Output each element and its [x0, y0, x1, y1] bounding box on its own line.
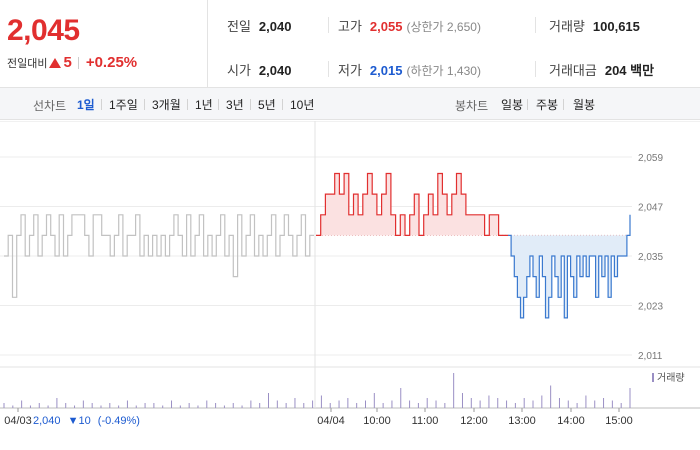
- tab-10-years[interactable]: 10년: [290, 98, 315, 112]
- stat-label: 거래량: [549, 19, 585, 34]
- volume-legend-swatch: [652, 373, 654, 382]
- price-fill-areas: [316, 173, 630, 318]
- stat-open: 시가 2,040: [227, 60, 291, 79]
- stat-value: 100,615: [592, 19, 640, 34]
- x-tick-label: 10:00: [363, 415, 391, 427]
- x-tick-label: 04/03: [4, 415, 32, 427]
- price-chart[interactable]: 2,059 2,047 2,035 2,023 2,011 04/03 04/04 10:0…: [0, 121, 700, 450]
- change-divider: [77, 56, 79, 69]
- change-percent: +0.25%: [85, 54, 138, 71]
- column-divider: [328, 61, 329, 77]
- today-down-price-fill: [508, 214, 630, 318]
- tab-divider: [527, 99, 528, 110]
- stat-label: 거래대금: [549, 63, 597, 78]
- y-tick-label: 2,023: [638, 302, 663, 313]
- stat-value: 2,015: [369, 63, 403, 78]
- tab-divider: [101, 99, 102, 110]
- tab-daily-candle[interactable]: 일봉: [501, 98, 524, 112]
- today-up-price-line: [316, 172, 508, 236]
- x-tick-label: 04/04: [317, 415, 345, 427]
- prev-day-change-pct: (-0.49%): [98, 415, 140, 427]
- up-arrow-icon: [49, 57, 62, 68]
- tab-weekly-candle[interactable]: 주봉: [536, 98, 559, 112]
- tab-divider: [218, 99, 219, 110]
- price-axis-ticks: 2,059 2,047 2,035 2,023 2,011: [638, 153, 663, 362]
- y-tick-label: 2,047: [638, 203, 663, 214]
- stat-label: 저가: [338, 63, 362, 78]
- time-axis: 04/03 04/04 10:00 11:00 12:00 13:00 14:00 15:00: [4, 408, 633, 427]
- tab-3-months[interactable]: 3개월: [152, 98, 181, 112]
- x-tick-label: 13:00: [508, 415, 536, 427]
- tab-divider: [282, 99, 283, 110]
- tab-1-week[interactable]: 1주일: [109, 98, 138, 112]
- candle-chart-label: 봉차트: [455, 99, 489, 113]
- volume-legend-label: 거래량: [657, 372, 685, 384]
- price-change: 전일대비 5 +0.25%: [7, 54, 137, 71]
- change-label: 전일대비: [7, 57, 48, 70]
- stat-volume: 거래량 100,615: [549, 16, 640, 35]
- stat-label: 시가: [227, 63, 251, 78]
- price-box: 2,045 전일대비 5 +0.25%: [0, 0, 208, 88]
- y-tick-label: 2,059: [638, 153, 663, 164]
- price-chart-svg: 2,059 2,047 2,035 2,023 2,011 04/03 04/04 10:0…: [0, 121, 700, 427]
- stat-amount: 거래대금 204 백만: [549, 60, 654, 79]
- tab-1-year[interactable]: 1년: [195, 98, 213, 112]
- today-down-price-line: [508, 214, 631, 319]
- column-divider: [328, 17, 329, 33]
- stat-low: 저가 2,015 (하한가 1,430): [338, 60, 481, 79]
- today-up-price-fill: [316, 173, 508, 236]
- x-tick-label: 11:00: [412, 415, 439, 427]
- prev-day-price-line: [4, 214, 314, 298]
- column-divider: [535, 17, 536, 33]
- tab-monthly-candle[interactable]: 월봉: [573, 98, 596, 112]
- prev-day-change: ▼10: [68, 415, 91, 427]
- tab-divider: [563, 99, 564, 110]
- tab-divider: [187, 99, 188, 110]
- y-tick-label: 2,035: [638, 252, 663, 263]
- tab-3-years[interactable]: 3년: [226, 98, 244, 112]
- prev-day-note: 2,040 ▼10 (-0.49%): [33, 415, 140, 427]
- tab-divider: [250, 99, 251, 110]
- prev-day-price: 2,040: [33, 415, 61, 427]
- stats-grid: 전일 2,040 고가 2,055 (상한가 2,650) 거래량 100,61…: [209, 0, 700, 88]
- x-tick-label: 14:00: [557, 415, 585, 427]
- price-lines: [4, 172, 631, 319]
- line-chart-label: 선차트: [33, 99, 67, 113]
- stock-summary: 2,045 전일대비 5 +0.25% 전일 2,040 고가 2,055 (상…: [0, 0, 700, 88]
- volume-bars: [3, 373, 631, 408]
- x-tick-label: 15:00: [605, 415, 633, 427]
- stat-label: 고가: [338, 19, 362, 34]
- tab-divider: [144, 99, 145, 110]
- lower-limit-note: (하한가 1,430): [406, 64, 481, 78]
- column-divider: [535, 61, 536, 77]
- y-tick-label: 2,011: [638, 351, 663, 362]
- stat-value: 204 백만: [604, 63, 655, 78]
- stat-value: 2,040: [258, 63, 292, 78]
- x-tick-label: 12:00: [460, 415, 488, 427]
- current-price: 2,045: [7, 14, 80, 47]
- tab-5-years[interactable]: 5년: [258, 98, 276, 112]
- upper-limit-note: (상한가 2,650): [406, 20, 481, 34]
- tab-1-day[interactable]: 1일: [77, 98, 95, 112]
- stat-label: 전일: [227, 19, 251, 34]
- stat-value: 2,040: [258, 19, 292, 34]
- stat-prev-close: 전일 2,040: [227, 16, 291, 35]
- stat-value: 2,055: [369, 19, 403, 34]
- stat-high: 고가 2,055 (상한가 2,650): [338, 16, 481, 35]
- period-toolbar: 선차트 1일 1주일 3개월 1년 3년 5년 10년 봉차트 일봉 주봉 월봉: [0, 88, 700, 120]
- change-value: 5: [63, 54, 72, 71]
